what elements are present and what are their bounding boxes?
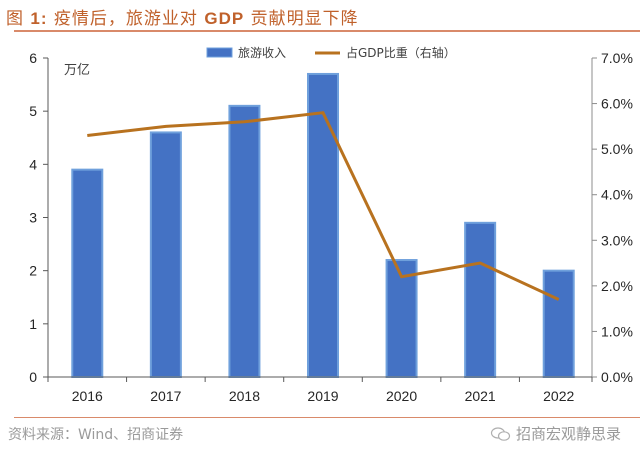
title-suffix: 贡献明显下降: [244, 9, 359, 29]
bar-2016: [71, 168, 104, 378]
axes: 0 1 2 3 4 5 6 0.0% 1.0% 2.0% 3.0% 4.0% 5.0% 6.0% 7.0% 2…: [29, 50, 633, 404]
figure-title: 图 1: 疫情后，旅游业对 GDP 贡献明显下降: [6, 4, 359, 29]
right-tick-label: 0.0%: [601, 369, 633, 385]
bar-2019: [307, 72, 339, 378]
legend-label-line: 占GDP比重（右轴）: [346, 45, 456, 60]
left-axis-unit: 万亿: [64, 63, 90, 78]
title-divider: [14, 30, 640, 32]
legend-swatch-bar: [206, 47, 233, 58]
left-tick-label: 2: [29, 263, 37, 279]
x-tick-label: 2017: [150, 388, 181, 404]
bar-2021: [464, 221, 497, 378]
x-tick-label: 2018: [229, 388, 260, 404]
bar-2018: [228, 104, 261, 378]
x-tick-label: 2019: [307, 388, 338, 404]
line-series: [87, 111, 560, 301]
legend-label-bar: 旅游收入: [238, 46, 286, 60]
title-prefix: 图: [6, 9, 31, 29]
bar-2017: [149, 131, 182, 378]
left-tick-label: 5: [29, 103, 37, 119]
left-tick-label: 4: [29, 156, 37, 172]
left-tick-label: 6: [29, 50, 37, 66]
right-tick-label: 1.0%: [601, 323, 633, 339]
x-tick-label: 2016: [72, 388, 103, 404]
right-tick-label: 2.0%: [601, 278, 633, 294]
right-tick-label: 6.0%: [601, 96, 633, 112]
brand-name: 招商宏观静思录: [516, 425, 622, 443]
bar-series: [71, 72, 575, 378]
right-tick-label: 4.0%: [601, 187, 633, 203]
right-tick-label: 5.0%: [601, 141, 633, 157]
x-tick-label: 2022: [543, 388, 574, 404]
x-tick-label: 2020: [386, 388, 417, 404]
right-tick-label: 3.0%: [601, 232, 633, 248]
left-tick-label: 0: [29, 369, 37, 385]
left-tick-label: 3: [29, 210, 37, 226]
wechat-icon: [490, 426, 511, 441]
brand-watermark: 招商宏观静思录: [490, 423, 621, 444]
legend: 旅游收入 占GDP比重（右轴）: [206, 45, 456, 60]
source-note: 资料来源：Wind、招商证券: [8, 427, 184, 443]
title-text: 疫情后，旅游业对: [47, 9, 205, 29]
title-gdp: GDP: [204, 9, 245, 28]
left-tick-label: 1: [29, 316, 37, 332]
x-tick-label: 2021: [465, 388, 496, 404]
bar-2022: [542, 269, 575, 378]
footer-divider: [14, 417, 640, 418]
right-tick-label: 7.0%: [601, 50, 633, 66]
title-number: 1:: [30, 9, 48, 28]
